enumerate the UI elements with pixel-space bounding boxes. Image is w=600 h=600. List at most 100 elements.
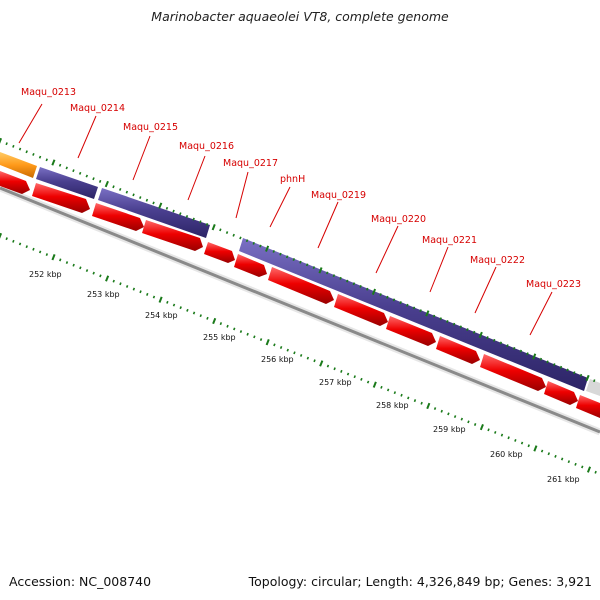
inner-tick-track — [0, 232, 597, 474]
kbp-label: 256 kbp — [261, 355, 294, 364]
gene-label-maqu-0220: Maqu_0220 — [371, 214, 426, 225]
minor-tick — [346, 372, 350, 376]
minor-tick — [165, 206, 169, 210]
minor-tick — [352, 282, 356, 286]
minor-tick — [18, 242, 22, 246]
minor-tick — [72, 169, 75, 173]
major-tick — [158, 202, 163, 209]
major-tick — [211, 224, 216, 231]
minor-tick — [514, 439, 517, 442]
minor-tick — [118, 187, 122, 191]
major-tick — [533, 445, 538, 452]
gene-label-maqu-0217: Maqu_0217 — [223, 158, 278, 169]
cds-forward-segment — [586, 379, 600, 396]
minor-tick — [506, 344, 509, 348]
minor-tick — [152, 201, 155, 205]
minor-tick — [65, 261, 69, 264]
minor-tick — [407, 396, 410, 400]
minor-tick — [419, 309, 422, 313]
minor-tick — [99, 274, 102, 278]
cds-reverse-arrow — [32, 183, 90, 213]
minor-tick — [5, 237, 8, 241]
minor-tick — [92, 177, 95, 181]
minor-tick — [85, 269, 89, 273]
kbp-label: 260 kbp — [490, 450, 523, 459]
major-tick — [319, 360, 324, 367]
cds-reverse-arrow — [480, 354, 546, 391]
minor-tick — [279, 345, 283, 350]
minor-tick — [185, 215, 189, 218]
minor-tick — [332, 274, 336, 278]
minor-tick — [98, 179, 102, 183]
minor-tick — [92, 271, 95, 275]
minor-tick — [25, 245, 28, 249]
minor-tick — [172, 209, 175, 213]
gene-label-maqu-0223: Maqu_0223 — [526, 279, 581, 290]
minor-tick — [446, 320, 449, 323]
major-tick — [158, 296, 163, 303]
major-tick — [212, 317, 217, 325]
minor-tick — [472, 330, 476, 334]
minor-tick — [380, 385, 383, 389]
kbp-label: 253 kbp — [87, 290, 120, 299]
minor-tick — [379, 293, 382, 297]
minor-tick — [273, 343, 276, 347]
minor-tick — [192, 311, 196, 315]
minor-tick — [192, 217, 195, 221]
minor-tick — [239, 236, 242, 240]
gene-label-leaders — [18, 103, 553, 336]
leader-line — [18, 103, 43, 144]
kbp-label: 255 kbp — [203, 333, 236, 342]
minor-tick — [547, 452, 551, 456]
minor-tick — [252, 241, 255, 245]
cds-reverse-arrow — [576, 395, 600, 418]
cds-reverse-arrow — [142, 220, 203, 251]
minor-tick — [305, 263, 309, 267]
minor-tick — [245, 239, 249, 243]
minor-tick — [527, 444, 530, 448]
minor-tick — [233, 327, 236, 331]
minor-tick — [333, 367, 336, 371]
minor-tick — [325, 271, 329, 275]
minor-tick — [18, 147, 22, 151]
minor-tick — [346, 279, 349, 283]
minor-tick — [486, 336, 489, 340]
minor-tick — [146, 292, 149, 296]
major-tick — [265, 339, 270, 346]
minor-tick — [567, 460, 571, 464]
minor-tick — [579, 373, 583, 377]
genome-summary-text: Topology: circular; Length: 4,326,849 bp… — [248, 574, 592, 589]
minor-tick — [520, 441, 524, 445]
major-tick — [479, 424, 484, 431]
cds-forward-segment — [36, 167, 98, 199]
minor-tick — [253, 335, 256, 339]
major-tick — [372, 381, 377, 388]
minor-tick — [494, 431, 497, 434]
minor-tick — [85, 174, 89, 178]
major-tick — [265, 245, 270, 252]
minor-tick — [219, 228, 222, 232]
leader-line — [317, 201, 339, 249]
minor-tick — [447, 412, 450, 416]
minor-tick — [293, 351, 296, 355]
minor-tick — [460, 417, 464, 421]
minor-tick — [400, 393, 403, 397]
minor-tick — [353, 375, 356, 379]
gene-label-maqu-0216: Maqu_0216 — [179, 141, 234, 152]
minor-tick — [299, 260, 302, 264]
minor-tick — [473, 423, 477, 426]
kbp-label: 257 kbp — [319, 378, 352, 387]
minor-tick — [199, 314, 202, 318]
minor-tick — [366, 380, 370, 384]
minor-tick — [399, 301, 402, 305]
cds-reverse-arrow — [268, 267, 334, 304]
minor-tick — [286, 348, 289, 352]
leader-line — [429, 246, 449, 293]
minor-tick — [553, 363, 556, 366]
minor-tick — [574, 462, 577, 466]
leader-line — [187, 155, 206, 201]
minor-tick — [112, 185, 115, 189]
minor-tick — [139, 196, 142, 199]
major-tick — [371, 288, 377, 295]
gene-label-maqu-0222: Maqu_0222 — [470, 255, 525, 266]
